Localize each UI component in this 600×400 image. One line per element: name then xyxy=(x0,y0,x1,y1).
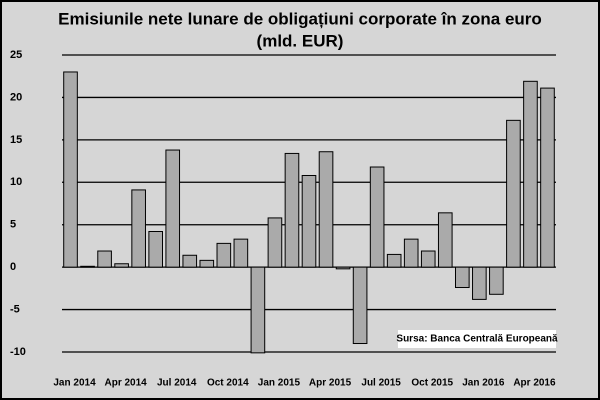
y-tick-label: -5 xyxy=(10,303,20,315)
bar xyxy=(182,254,198,268)
bar xyxy=(420,250,436,268)
bar xyxy=(165,149,181,268)
bar xyxy=(454,266,470,289)
bar xyxy=(216,242,232,268)
bar xyxy=(489,266,504,295)
bar xyxy=(437,212,453,268)
bar xyxy=(506,119,521,268)
bar xyxy=(80,265,95,268)
bar xyxy=(250,266,266,354)
y-tick-label: 10 xyxy=(10,176,22,188)
bar xyxy=(352,266,368,345)
bar xyxy=(301,174,317,268)
x-tick-label: Jan 2016 xyxy=(462,378,505,389)
y-tick-label: 25 xyxy=(10,49,22,61)
annotation: Sursa: Banca Centrală Europeană xyxy=(396,334,558,345)
x-tick-label: Jan 2014 xyxy=(53,378,96,389)
bar xyxy=(318,151,334,268)
x-tick-label: Oct 2014 xyxy=(207,378,249,389)
bar xyxy=(114,263,129,268)
bar xyxy=(523,80,538,268)
chart-title: Emisiunile nete lunare de obligațiuni co… xyxy=(58,9,542,28)
x-tick-label: Jan 2015 xyxy=(258,378,301,389)
bar xyxy=(233,238,249,268)
x-tick-label: Apr 2015 xyxy=(309,378,352,389)
bar xyxy=(131,189,146,268)
bar xyxy=(199,259,215,268)
x-tick-label: Jul 2014 xyxy=(157,378,197,389)
y-tick-label: 20 xyxy=(10,91,22,103)
y-tick-label: 5 xyxy=(10,219,16,231)
x-tick-label: Oct 2015 xyxy=(411,378,453,389)
bar xyxy=(403,238,419,268)
x-tick-label: Jul 2015 xyxy=(361,378,401,389)
bar xyxy=(335,266,351,270)
y-tick-label: 0 xyxy=(10,261,16,273)
bar xyxy=(63,71,78,268)
x-tick-label: Apr 2014 xyxy=(104,378,147,389)
bar xyxy=(472,266,487,300)
annotation-box xyxy=(398,330,556,348)
bar xyxy=(284,152,300,268)
y-tick-label: 15 xyxy=(10,134,22,146)
bar xyxy=(386,253,402,268)
bar xyxy=(97,250,112,268)
chart-subtitle: (mld. EUR) xyxy=(257,31,344,50)
y-tick-label: -10 xyxy=(10,346,26,358)
bar xyxy=(540,87,555,268)
bar xyxy=(369,166,385,268)
bar xyxy=(267,217,283,268)
bar xyxy=(148,231,164,268)
x-tick-label: Apr 2016 xyxy=(513,378,556,389)
